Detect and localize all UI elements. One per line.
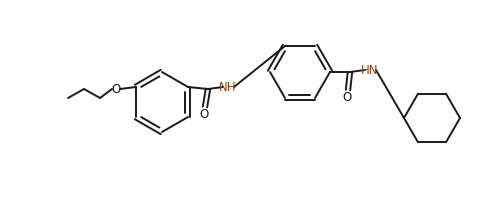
Text: O: O bbox=[342, 90, 351, 103]
Text: NH: NH bbox=[219, 81, 236, 94]
Text: HN: HN bbox=[361, 64, 378, 77]
Text: O: O bbox=[111, 82, 121, 95]
Text: O: O bbox=[199, 108, 208, 121]
